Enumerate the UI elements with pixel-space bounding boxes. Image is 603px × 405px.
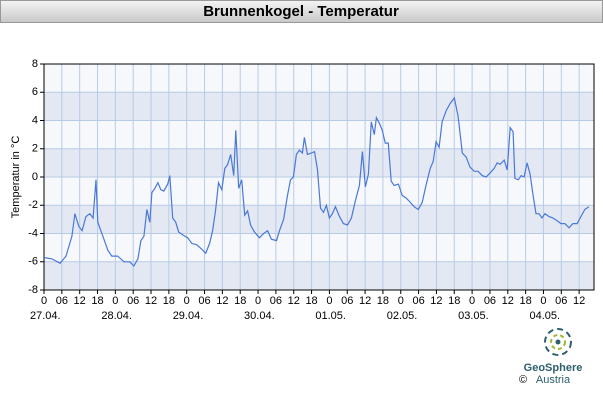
x-tick-label: 06 [56, 295, 68, 307]
x-tick-label: 18 [519, 295, 531, 307]
x-tick-label: 12 [288, 295, 300, 307]
y-axis-label: Temperatur in °C [10, 136, 22, 219]
x-tick-label: 0 [326, 295, 332, 307]
x-tick-label: 0 [184, 295, 190, 307]
x-tick-label: 06 [412, 295, 424, 307]
x-tick-label: 18 [305, 295, 317, 307]
date-label: 30.04. [244, 310, 275, 322]
x-tick-label: 12 [145, 295, 157, 307]
x-tick-label: 12 [74, 295, 86, 307]
x-tick-label: 18 [377, 295, 389, 307]
grid-band [44, 261, 594, 290]
x-tick-label: 12 [502, 295, 514, 307]
y-tick-label: -8 [28, 284, 38, 296]
y-tick-label: 2 [32, 143, 38, 155]
copyright: © [519, 374, 527, 386]
x-tick-label: 06 [127, 295, 139, 307]
y-tick-label: -6 [28, 256, 38, 268]
date-label: 04.05. [529, 310, 560, 322]
grid-band [44, 148, 594, 177]
x-tick-label: 12 [430, 295, 442, 307]
x-tick-label: 0 [398, 295, 404, 307]
y-tick-label: 4 [32, 114, 38, 126]
x-tick-label: 0 [469, 295, 475, 307]
logo [544, 328, 572, 356]
date-label: 03.05. [458, 310, 489, 322]
x-tick-label: 0 [540, 295, 546, 307]
x-tick-label: 18 [163, 295, 175, 307]
x-tick-label: 0 [255, 295, 261, 307]
x-tick-label: 06 [341, 295, 353, 307]
date-label: 01.05. [315, 310, 346, 322]
x-tick-label: 18 [234, 295, 246, 307]
date-label: 02.05. [387, 310, 418, 322]
date-label: 27.04. [30, 310, 61, 322]
date-label: 29.04. [173, 310, 204, 322]
logo-name: GeoSphere [524, 362, 583, 374]
plot-border [43, 63, 595, 291]
x-tick-label: 06 [484, 295, 496, 307]
logo-country: Austria [536, 374, 571, 386]
y-tick-label: -2 [28, 199, 38, 211]
x-tick-label: 12 [216, 295, 228, 307]
x-tick-label: 12 [359, 295, 371, 307]
temperature-line [43, 96, 590, 268]
grid-band [44, 205, 594, 234]
x-tick-label: 12 [573, 295, 585, 307]
date-label: 28.04. [101, 310, 132, 322]
y-tick-label: -4 [28, 227, 38, 239]
y-tick-label: 6 [32, 86, 38, 98]
x-tick-label: 06 [555, 295, 567, 307]
y-tick-label: 0 [32, 171, 38, 183]
chart-title: Brunnenkogel - Temperatur [203, 3, 399, 20]
x-tick-label: 18 [91, 295, 103, 307]
x-tick-label: 06 [198, 295, 210, 307]
x-tick-label: 18 [448, 295, 460, 307]
grid-band [44, 92, 594, 121]
x-tick-label: 0 [112, 295, 118, 307]
y-tick-label: 8 [32, 58, 38, 70]
x-tick-label: 06 [270, 295, 282, 307]
x-tick-label: 0 [41, 295, 47, 307]
